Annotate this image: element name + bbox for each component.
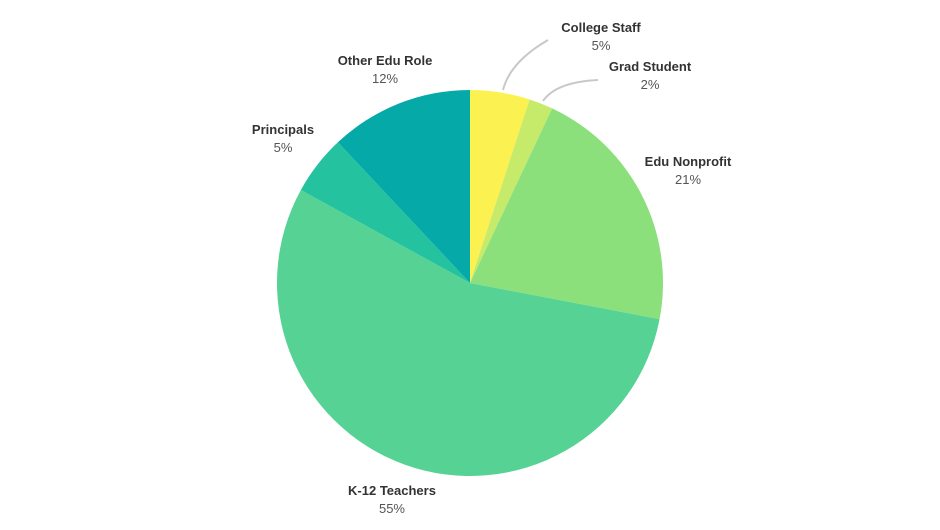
slice-name: Principals [251,122,315,137]
slice-name: Grad Student [608,59,692,74]
slice-name: K-12 Teachers [348,483,436,498]
slice-label-other-edu-role: Other Edu Role 12% [338,52,433,88]
slice-label-college-staff: College Staff 5% [561,19,640,55]
slice-value: 5% [591,38,611,53]
slice-value: 12% [371,71,399,86]
slice-value: 2% [640,77,660,92]
pie-slice-k-12-teachers [276,190,660,477]
slice-name: Other Edu Role [337,53,433,68]
slice-value: 21% [674,172,702,187]
pie-slice-other-edu-role [337,90,470,283]
slice-value: 55% [378,501,406,516]
pie-slice-college-staff [470,90,530,283]
leader-line-grad-student [542,79,599,102]
slice-label-grad-student: Grad Student 2% [609,58,691,94]
pie-slice-edu-nonprofit [470,108,663,320]
pie-slice-grad-student [470,99,553,283]
leader-line-college-staff [502,39,549,91]
slice-value: 5% [273,140,293,155]
slice-label-k12-teachers: K-12 Teachers 55% [348,482,436,518]
slice-name: College Staff [561,20,641,35]
pie-slice-principals [300,142,470,283]
slice-label-principals: Principals 5% [252,121,314,157]
slice-label-edu-nonprofit: Edu Nonprofit 21% [645,153,732,189]
slice-name: Edu Nonprofit [644,154,732,169]
